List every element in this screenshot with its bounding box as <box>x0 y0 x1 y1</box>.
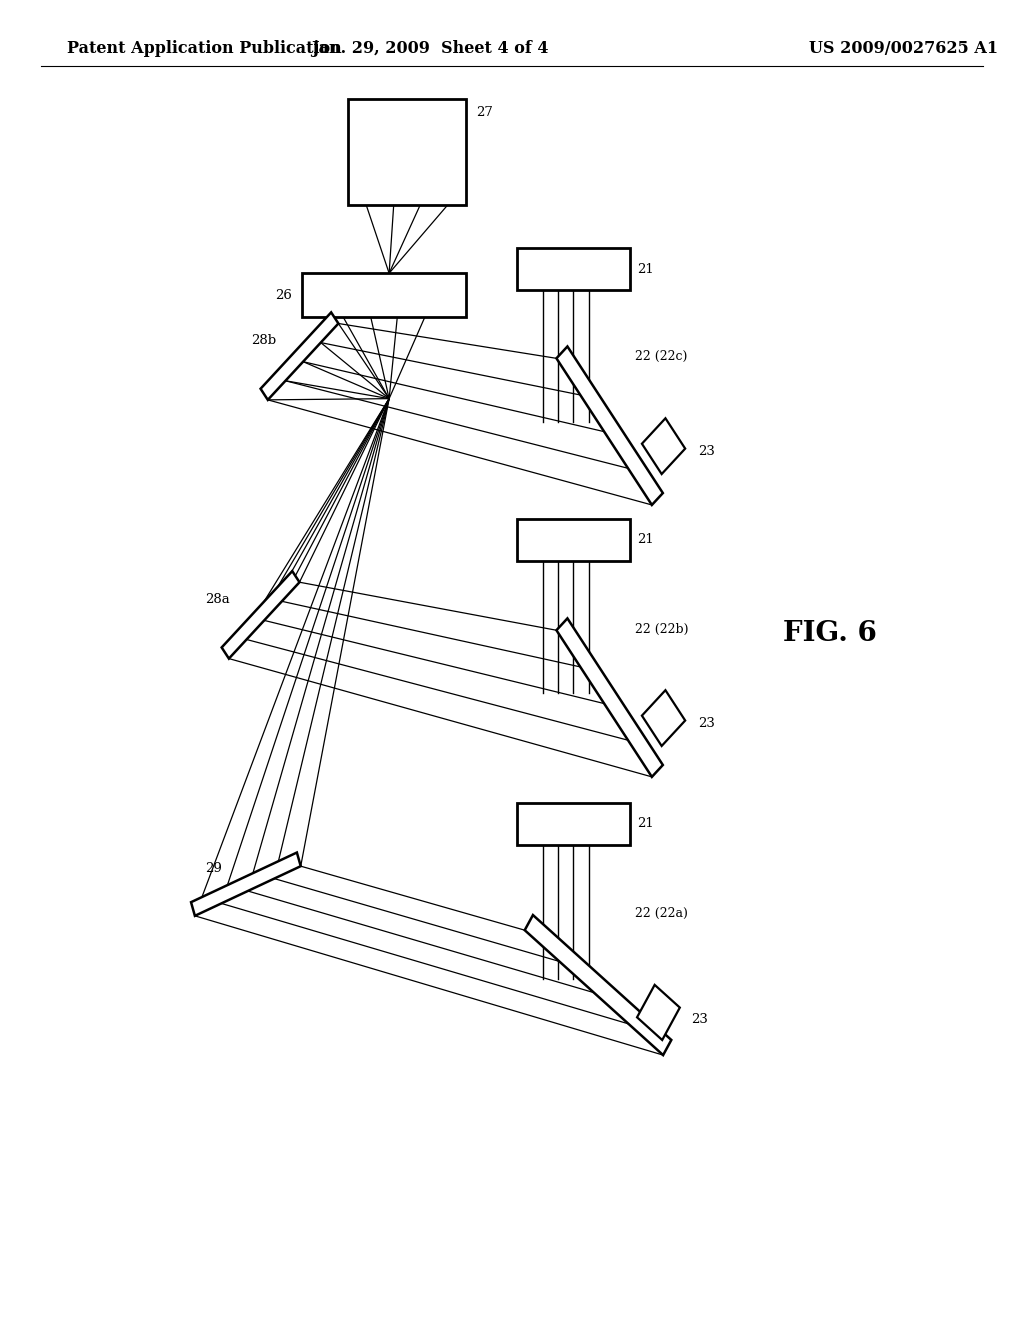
Text: Patent Application Publication: Patent Application Publication <box>67 41 341 57</box>
Polygon shape <box>556 346 663 506</box>
Text: 23: 23 <box>691 1012 708 1026</box>
Text: 26: 26 <box>275 289 292 301</box>
Bar <box>517 248 630 290</box>
Text: 29: 29 <box>205 862 221 875</box>
Text: 21: 21 <box>637 263 653 276</box>
Polygon shape <box>642 690 685 746</box>
Polygon shape <box>221 572 299 659</box>
Text: Jan. 29, 2009  Sheet 4 of 4: Jan. 29, 2009 Sheet 4 of 4 <box>311 41 549 57</box>
Text: 21: 21 <box>637 533 653 546</box>
Text: 28a: 28a <box>205 593 229 606</box>
Polygon shape <box>642 418 685 474</box>
Text: FIG. 6: FIG. 6 <box>782 620 877 647</box>
Bar <box>348 99 466 205</box>
Bar <box>517 519 630 561</box>
Text: 22 (22c): 22 (22c) <box>635 350 687 363</box>
Text: 22 (22b): 22 (22b) <box>635 623 688 636</box>
Text: 22 (22a): 22 (22a) <box>635 907 688 920</box>
Bar <box>302 273 466 317</box>
Text: 27: 27 <box>476 106 493 119</box>
Text: 28b: 28b <box>251 334 276 347</box>
Polygon shape <box>524 915 672 1055</box>
Polygon shape <box>191 853 301 916</box>
Text: 23: 23 <box>698 445 715 458</box>
Polygon shape <box>260 313 338 400</box>
Polygon shape <box>556 618 663 777</box>
Polygon shape <box>637 985 680 1040</box>
Bar <box>517 803 630 845</box>
Text: 21: 21 <box>637 817 653 830</box>
Text: US 2009/0027625 A1: US 2009/0027625 A1 <box>809 41 998 57</box>
Text: 23: 23 <box>698 717 715 730</box>
